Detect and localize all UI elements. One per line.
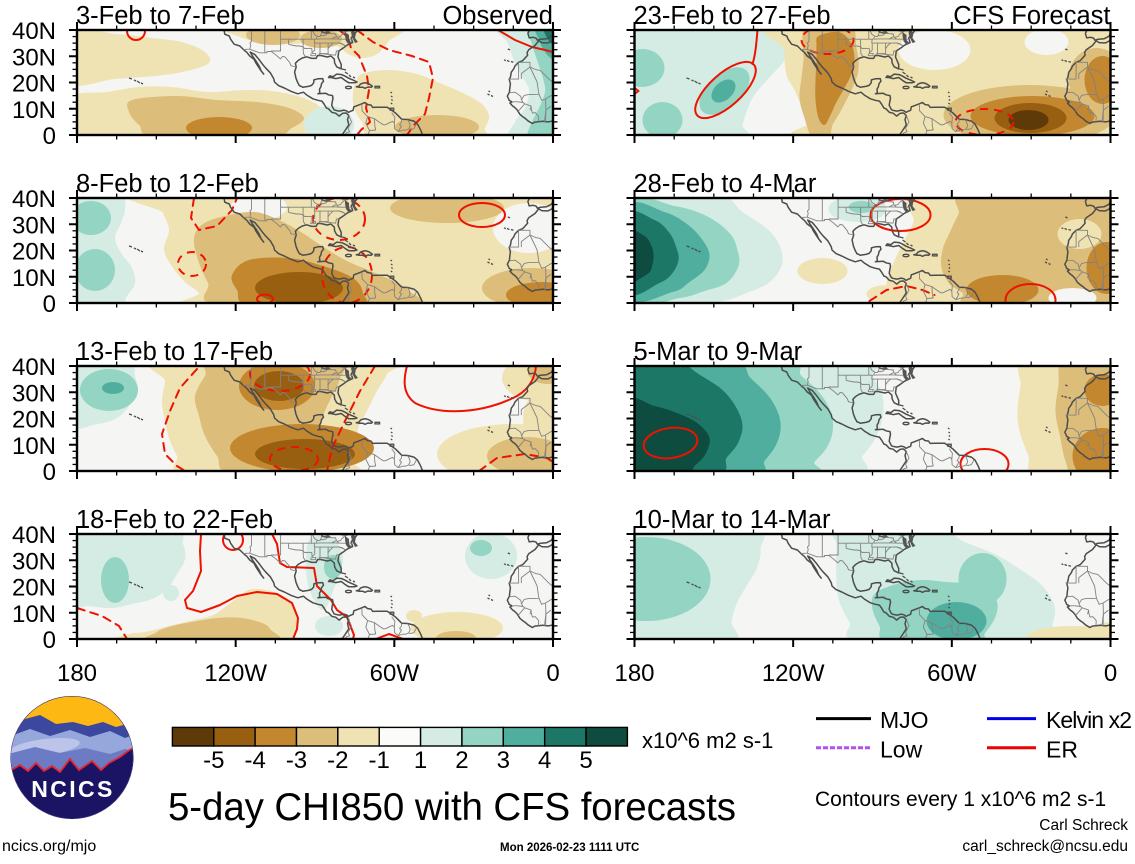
svg-text:30N: 30N bbox=[12, 44, 56, 71]
svg-text:10N: 10N bbox=[12, 265, 56, 292]
svg-text:0: 0 bbox=[43, 291, 56, 318]
svg-text:carl_schreck@ncsu.edu: carl_schreck@ncsu.edu bbox=[962, 838, 1128, 855]
svg-text:x10^6 m2 s-1: x10^6 m2 s-1 bbox=[642, 728, 773, 753]
svg-text:Carl Schreck: Carl Schreck bbox=[1039, 817, 1128, 834]
svg-text:5-Mar to 9-Mar: 5-Mar to 9-Mar bbox=[634, 338, 803, 366]
svg-text:10N: 10N bbox=[12, 433, 56, 460]
svg-text:10-Mar to 14-Mar: 10-Mar to 14-Mar bbox=[634, 506, 831, 534]
svg-text:0: 0 bbox=[546, 660, 559, 687]
svg-text:Mon 2026-02-23 1111 UTC: Mon 2026-02-23 1111 UTC bbox=[500, 842, 639, 854]
svg-text:4: 4 bbox=[538, 747, 551, 774]
svg-text:0: 0 bbox=[43, 123, 56, 150]
svg-text:20N: 20N bbox=[12, 239, 56, 266]
svg-text:28-Feb to 4-Mar: 28-Feb to 4-Mar bbox=[634, 170, 817, 198]
svg-text:NCICS: NCICS bbox=[31, 776, 115, 802]
svg-text:-3: -3 bbox=[286, 747, 307, 774]
svg-text:60W: 60W bbox=[927, 660, 977, 687]
svg-text:ER: ER bbox=[1046, 736, 1078, 762]
svg-text:20N: 20N bbox=[12, 71, 56, 98]
svg-text:10N: 10N bbox=[12, 601, 56, 628]
svg-text:180: 180 bbox=[614, 660, 654, 687]
svg-text:-1: -1 bbox=[369, 747, 390, 774]
svg-text:40N: 40N bbox=[12, 522, 56, 549]
svg-text:0: 0 bbox=[43, 459, 56, 486]
svg-text:-2: -2 bbox=[327, 747, 348, 774]
svg-text:5-day CHI850 with CFS forecast: 5-day CHI850 with CFS forecasts bbox=[168, 786, 736, 829]
svg-text:3-Feb to 7-Feb: 3-Feb to 7-Feb bbox=[76, 2, 245, 30]
svg-text:30N: 30N bbox=[12, 380, 56, 407]
svg-text:-4: -4 bbox=[244, 747, 265, 774]
svg-text:10N: 10N bbox=[12, 97, 56, 124]
svg-text:ncics.org/mjo: ncics.org/mjo bbox=[2, 838, 96, 855]
svg-text:30N: 30N bbox=[12, 548, 56, 575]
svg-text:2: 2 bbox=[455, 747, 468, 774]
svg-text:40N: 40N bbox=[12, 18, 56, 45]
svg-text:8-Feb to 12-Feb: 8-Feb to 12-Feb bbox=[76, 170, 259, 198]
svg-text:Low: Low bbox=[880, 736, 923, 762]
svg-text:1: 1 bbox=[414, 747, 427, 774]
svg-text:0: 0 bbox=[1104, 660, 1117, 687]
svg-text:30N: 30N bbox=[12, 212, 56, 239]
svg-text:3: 3 bbox=[497, 747, 510, 774]
svg-text:180: 180 bbox=[57, 660, 97, 687]
svg-text:40N: 40N bbox=[12, 354, 56, 381]
svg-text:40N: 40N bbox=[12, 186, 56, 213]
svg-text:Observed: Observed bbox=[442, 2, 553, 30]
svg-text:5: 5 bbox=[579, 747, 592, 774]
svg-text:MJO: MJO bbox=[880, 707, 929, 733]
svg-text:20N: 20N bbox=[12, 407, 56, 434]
svg-text:-5: -5 bbox=[203, 747, 224, 774]
svg-text:Contours every 1 x10^6 m2 s-1: Contours every 1 x10^6 m2 s-1 bbox=[815, 788, 1106, 811]
svg-text:13-Feb to 17-Feb: 13-Feb to 17-Feb bbox=[76, 338, 273, 366]
svg-text:120W: 120W bbox=[204, 660, 267, 687]
svg-text:20N: 20N bbox=[12, 575, 56, 602]
svg-text:120W: 120W bbox=[762, 660, 825, 687]
svg-text:60W: 60W bbox=[370, 660, 420, 687]
svg-text:Kelvin x2: Kelvin x2 bbox=[1046, 707, 1132, 733]
svg-text:CFS Forecast: CFS Forecast bbox=[953, 2, 1110, 30]
svg-text:23-Feb to 27-Feb: 23-Feb to 27-Feb bbox=[634, 2, 831, 30]
svg-text:0: 0 bbox=[43, 627, 56, 654]
svg-text:18-Feb to 22-Feb: 18-Feb to 22-Feb bbox=[76, 506, 273, 534]
